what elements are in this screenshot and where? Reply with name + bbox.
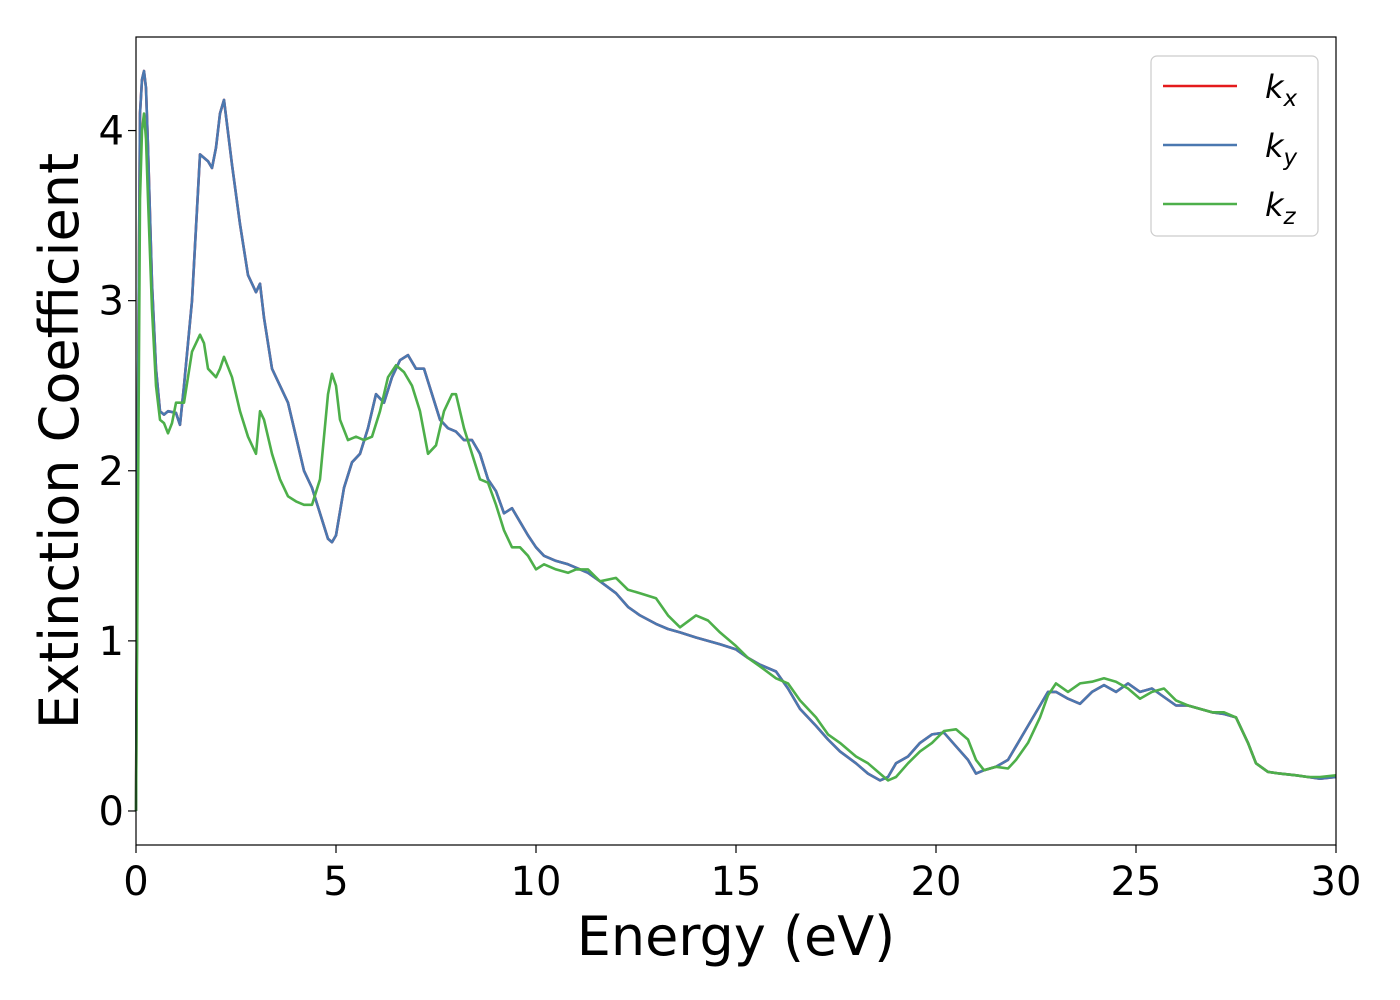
y-tick-label: 0 xyxy=(99,789,124,835)
y-axis-label: Extinction Coefficient xyxy=(28,153,91,729)
x-tick-label: 10 xyxy=(511,859,562,905)
y-axis: 0 1 2 3 4 xyxy=(99,109,136,835)
x-tick-label: 25 xyxy=(1111,859,1162,905)
series-line-ky xyxy=(134,69,1337,812)
y-tick-label: 3 xyxy=(99,279,124,325)
legend-label-ky: ky xyxy=(1265,127,1298,171)
y-tick-label: 1 xyxy=(99,619,124,665)
x-tick-label: 5 xyxy=(323,859,348,905)
y-tick-label: 4 xyxy=(99,109,124,155)
y-tick-label: 2 xyxy=(99,449,124,495)
x-axis-label: Energy (eV) xyxy=(577,905,896,968)
legend-label-kx: kx xyxy=(1265,68,1298,112)
series-layer xyxy=(134,69,1337,812)
series-line-kz xyxy=(134,112,1337,812)
x-tick-label: 20 xyxy=(911,859,962,905)
x-axis: 0 5 10 15 20 25 30 xyxy=(123,845,1361,905)
x-tick-label: 0 xyxy=(123,859,148,905)
x-tick-label: 30 xyxy=(1311,859,1362,905)
x-tick-label: 15 xyxy=(711,859,762,905)
